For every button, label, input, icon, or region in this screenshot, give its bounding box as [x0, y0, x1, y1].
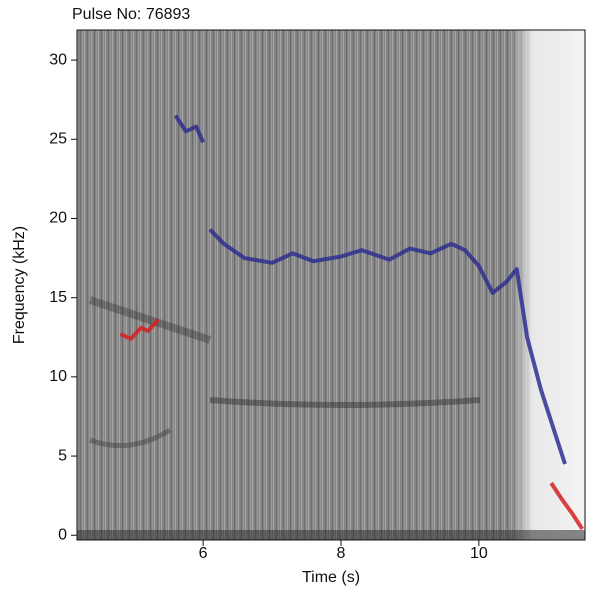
- mode-trace: [549, 481, 584, 531]
- y-tick-label: 30: [49, 51, 67, 68]
- x-tick-label: 10: [470, 545, 488, 562]
- mode-trace: [173, 114, 205, 144]
- spectrogram-background: [77, 30, 585, 540]
- y-tick-label: 0: [58, 526, 67, 543]
- chart-title: Pulse No: 76893: [72, 6, 190, 23]
- mode-trace: [119, 318, 160, 341]
- x-tick-label: 6: [199, 545, 208, 562]
- mode-trace: [208, 228, 567, 465]
- y-axis-label: Frequency (kHz): [11, 226, 28, 344]
- y-tick-label: 25: [49, 131, 67, 148]
- plot-frame: [76, 29, 586, 541]
- y-tick-label: 5: [58, 447, 67, 464]
- y-tick-label: 15: [49, 289, 67, 306]
- y-tick-label: 20: [49, 210, 67, 227]
- x-axis-label: Time (s): [302, 569, 360, 586]
- x-tick-label: 8: [337, 545, 346, 562]
- y-tick-label: 10: [49, 368, 67, 385]
